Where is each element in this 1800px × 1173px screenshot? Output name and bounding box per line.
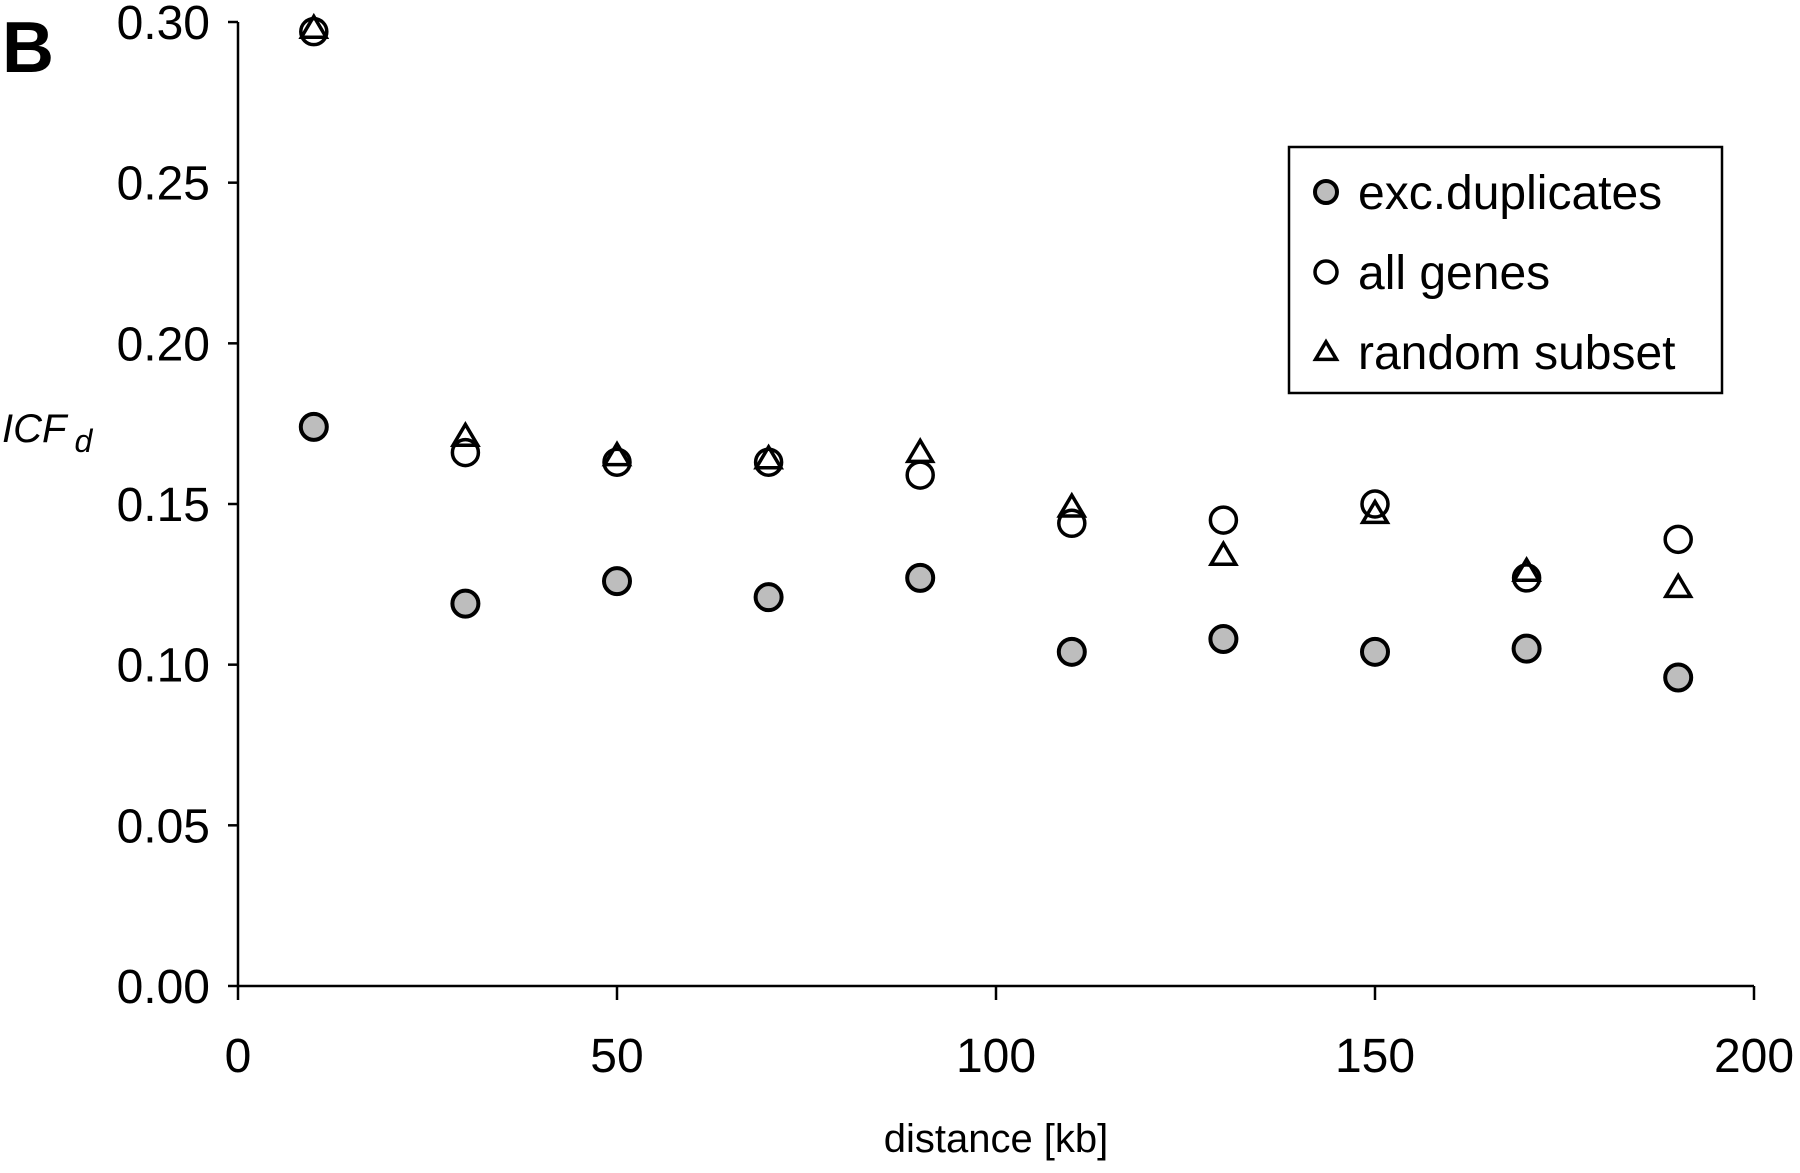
marker-random-subset: [1207, 539, 1239, 566]
y-tick-label: 0.10: [117, 640, 210, 693]
marker-random-subset: [449, 420, 481, 448]
marker-exc-duplicates: [450, 588, 481, 619]
marker-all-genes: [1511, 563, 1542, 593]
marker-all-genes: [602, 447, 632, 477]
y-tick-label: 0.20: [117, 318, 210, 371]
marker-exc-duplicates: [1360, 636, 1390, 667]
legend: exc.duplicates all genes random subset: [1287, 145, 1724, 395]
marker-random-subset: [753, 443, 785, 470]
y-ticks: 0.00 0.05 0.10 0.15 0.20 0.25 0.30: [117, 0, 238, 1014]
marker-random-subset: [601, 440, 633, 467]
marker-exc-duplicates: [1056, 636, 1087, 667]
marker-random-subset: [1511, 555, 1543, 583]
marker-exc-duplicates: [1208, 623, 1239, 654]
marker-all-genes: [905, 460, 935, 490]
marker-exc-duplicates: [602, 566, 632, 597]
legend-label: all genes: [1358, 247, 1550, 300]
y-tick-label: 0.05: [117, 800, 210, 853]
y-axis-title-main: ICF: [2, 407, 69, 451]
marker-random-subset: [1056, 491, 1088, 518]
marker-random-subset: [1662, 572, 1694, 599]
marker-all-genes: [1208, 505, 1239, 535]
x-tick-label: 0: [225, 1030, 252, 1083]
y-tick-label: 0.00: [117, 961, 210, 1014]
marker-all-genes: [1360, 489, 1390, 519]
x-ticks: 0 50 100 150 200: [225, 986, 1794, 1083]
legend-symbol-2: [1313, 259, 1339, 285]
marker-random-subset: [1359, 498, 1391, 525]
marker-all-genes: [1663, 524, 1693, 555]
marker-all-genes: [1057, 508, 1087, 539]
x-tick-label: 100: [956, 1030, 1036, 1083]
x-tick-label: 200: [1714, 1030, 1794, 1083]
x-axis-title: distance [kb]: [884, 1117, 1109, 1161]
panel-label: B: [2, 8, 54, 88]
marker-exc-duplicates: [1663, 662, 1694, 693]
legend-label: random subset: [1358, 327, 1676, 380]
y-axis-title-subscript: d: [74, 423, 93, 459]
marker-exc-duplicates: [1511, 633, 1542, 664]
y-tick-label: 0.15: [117, 479, 210, 532]
marker-random-subset: [904, 437, 936, 464]
data-points: [298, 12, 1694, 693]
marker-exc-duplicates: [298, 411, 329, 442]
x-tick-label: 150: [1335, 1030, 1415, 1083]
legend-label: exc.duplicates: [1358, 167, 1662, 220]
marker-exc-duplicates: [753, 582, 784, 613]
marker-all-genes: [450, 437, 481, 468]
legend-symbol-1: [1313, 179, 1339, 205]
y-axis-title: ICF d: [2, 407, 93, 459]
y-tick-label: 0.30: [117, 0, 210, 50]
y-tick-label: 0.25: [117, 158, 210, 211]
marker-exc-duplicates: [905, 562, 936, 593]
legend-symbol-3: [1312, 338, 1340, 362]
legend-box: [1287, 145, 1724, 395]
marker-random-subset: [298, 12, 330, 39]
x-tick-label: 50: [590, 1030, 643, 1083]
